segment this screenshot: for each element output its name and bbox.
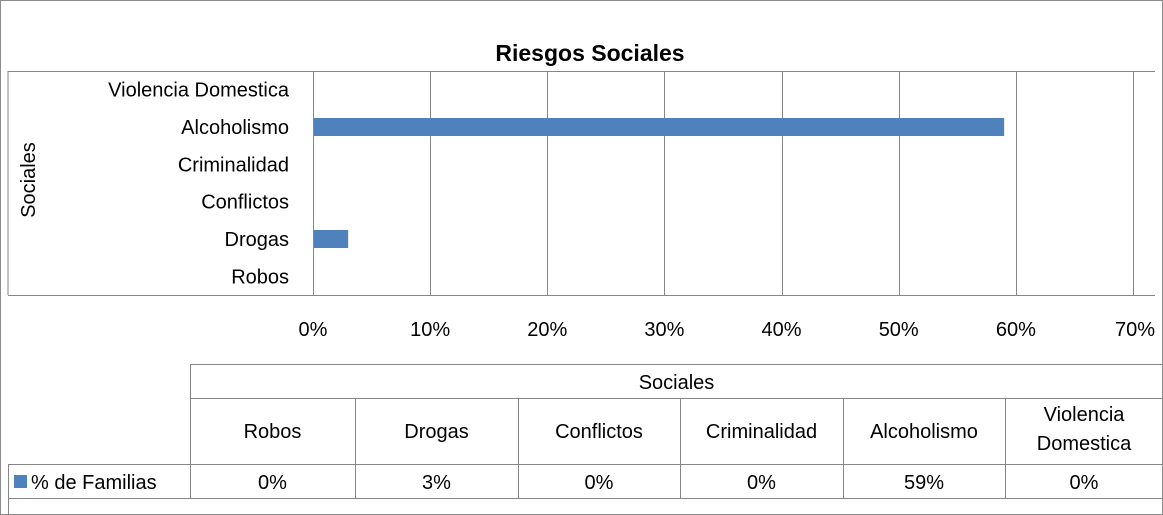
x-tick-label: 60% xyxy=(996,319,1036,341)
category-label: Violencia Domestica xyxy=(108,80,290,102)
category-label: Alcoholismo xyxy=(181,117,289,139)
x-tick-label: 70% xyxy=(1115,319,1155,341)
x-tick-label: 0% xyxy=(299,319,328,341)
table-column-header: Criminalidad xyxy=(706,421,817,443)
category-labels: Robos Drogas Conflictos Criminalidad Alcohol… xyxy=(108,80,290,289)
x-tick-label: 20% xyxy=(527,319,567,341)
data-table: Sociales Robos Drogas Conflictos Criminalida… xyxy=(8,364,1163,515)
table-value: 59% xyxy=(904,472,944,494)
x-tick-label: 50% xyxy=(879,319,919,341)
table-column-header: Domestica xyxy=(1037,433,1132,455)
axis-lines xyxy=(7,71,1155,296)
x-tick-label: 30% xyxy=(644,319,684,341)
x-tick-label: 10% xyxy=(410,319,450,341)
bar-alcoholismo xyxy=(313,118,1005,136)
x-tick-label: 40% xyxy=(762,319,802,341)
table-value: 0% xyxy=(1070,472,1099,494)
category-label: Conflictos xyxy=(201,192,289,214)
table-column-header: Violencia xyxy=(1044,404,1126,426)
table-column-header: Robos xyxy=(244,421,302,443)
table-row-label: % de Familias xyxy=(31,472,157,494)
category-label: Robos xyxy=(231,266,289,288)
table-column-header: Conflictos xyxy=(555,421,643,443)
bar-drogas xyxy=(313,230,349,248)
table-group-header: Sociales xyxy=(639,372,715,394)
x-tick-labels: 0% 10% 20% 30% 40% 50% 60% 70% xyxy=(299,319,1156,341)
table-value: 0% xyxy=(747,472,776,494)
table-value: 3% xyxy=(422,472,451,494)
table-column-header: Alcoholismo xyxy=(870,421,978,443)
chart-title: Riesgos Sociales xyxy=(495,40,684,66)
y-axis-title: Sociales xyxy=(18,142,40,218)
category-label: Criminalidad xyxy=(178,154,289,176)
table-column-header: Drogas xyxy=(404,421,468,443)
table-value: 0% xyxy=(258,472,287,494)
bars xyxy=(313,118,1005,248)
table-value: 0% xyxy=(585,472,614,494)
legend-key xyxy=(14,475,27,488)
category-label: Drogas xyxy=(225,229,289,251)
